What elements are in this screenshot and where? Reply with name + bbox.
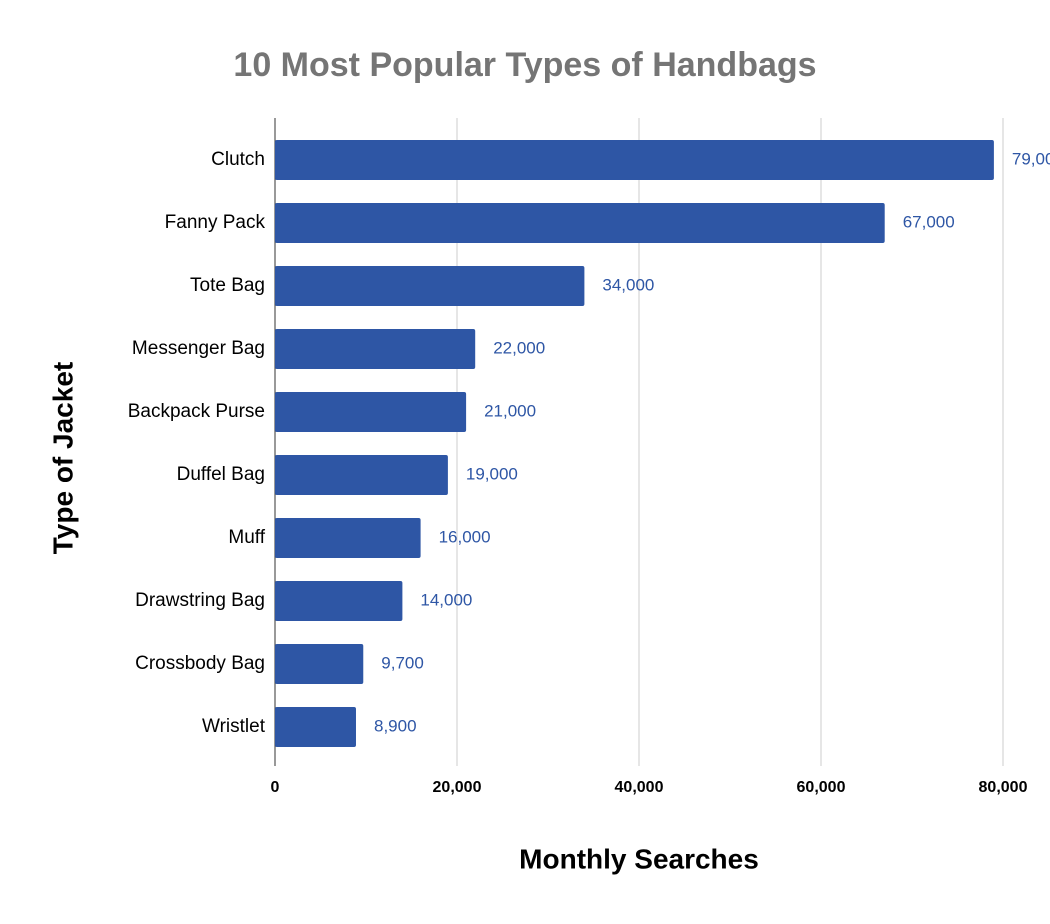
data-label: 22,000 <box>493 338 545 357</box>
data-label: 16,000 <box>439 527 491 546</box>
y-tick-label: Fanny Pack <box>165 212 266 233</box>
y-tick-label: Drawstring Bag <box>135 590 265 611</box>
x-tick-label: 60,000 <box>797 779 846 796</box>
data-label: 34,000 <box>602 275 654 294</box>
data-label: 9,700 <box>381 653 424 672</box>
bar <box>275 392 467 432</box>
bar <box>275 518 421 558</box>
y-axis-title: Type of Jacket <box>47 362 78 554</box>
bar <box>275 707 356 747</box>
bar <box>275 329 476 369</box>
chart-title: 10 Most Popular Types of Handbags <box>233 46 816 84</box>
y-tick-label: Tote Bag <box>190 275 265 296</box>
y-tick-label: Backpack Purse <box>128 401 265 422</box>
y-tick-label: Wristlet <box>202 716 266 737</box>
bar <box>275 266 585 306</box>
y-tick-label: Duffel Bag <box>177 464 265 485</box>
x-tick-label: 40,000 <box>615 779 664 796</box>
x-tick-label: 0 <box>271 779 280 796</box>
data-label: 8,900 <box>374 716 417 735</box>
data-label: 21,000 <box>484 401 536 420</box>
data-label: 14,000 <box>420 590 472 609</box>
data-label: 79,000 <box>1012 149 1050 168</box>
x-axis-title: Monthly Searches <box>519 843 759 874</box>
y-tick-label: Muff <box>228 527 265 548</box>
bar <box>275 140 994 180</box>
bar <box>275 455 448 495</box>
bar <box>275 644 364 684</box>
y-tick-label: Clutch <box>211 149 265 170</box>
bar <box>275 581 403 621</box>
y-tick-label: Messenger Bag <box>132 338 265 359</box>
x-tick-label: 80,000 <box>979 779 1028 796</box>
bar <box>275 203 885 243</box>
data-label: 67,000 <box>903 212 955 231</box>
data-label: 19,000 <box>466 464 518 483</box>
y-tick-label: Crossbody Bag <box>135 653 265 674</box>
x-tick-label: 20,000 <box>433 779 482 796</box>
